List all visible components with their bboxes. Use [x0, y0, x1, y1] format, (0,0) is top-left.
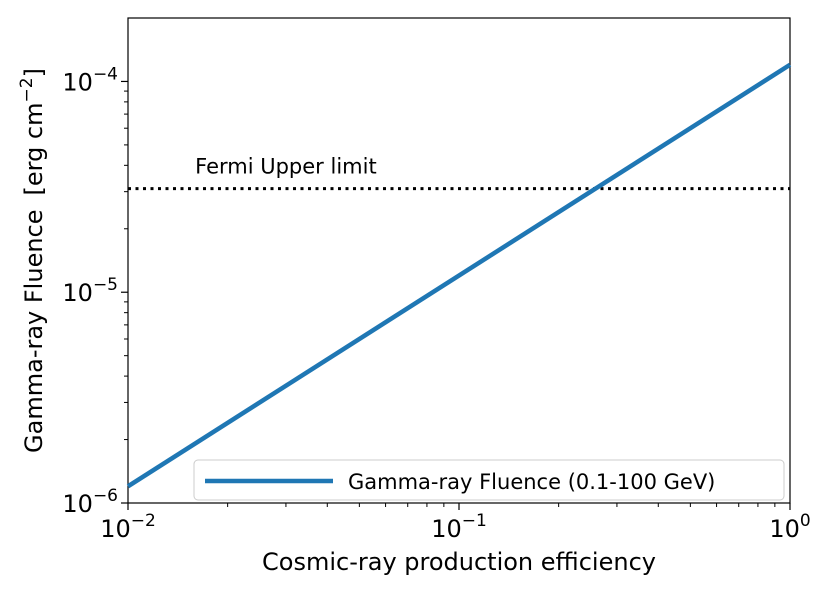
y-axis-label-unit-prefix: [erg cm: [20, 102, 48, 195]
legend-label: Gamma-ray Fluence (0.1-100 GeV): [348, 470, 715, 494]
legend-box: [193, 459, 785, 501]
x-tick-label: 10−1: [431, 511, 487, 543]
y-axis-label-unit-exponent: −2: [17, 77, 37, 102]
y-tick-label: 10−5: [62, 275, 118, 307]
x-tick-label: 100: [769, 511, 810, 543]
plot-frame: [127, 17, 791, 504]
minor-ticks: [124, 90, 776, 507]
legend: Gamma-ray Fluence (0.1-100 GeV): [193, 459, 785, 501]
major-ticks: 10−2 10−1 100 10−6 10−5 10−4: [62, 64, 810, 543]
fermi-upper-limit-label: Fermi Upper limit: [195, 155, 377, 179]
reference-lines: Fermi Upper limit: [128, 155, 790, 191]
y-tick-label: 10−6: [62, 486, 118, 518]
x-tick-label: 10−2: [100, 511, 156, 543]
y-axis-label: Gamma-ray Fluence [erg cm−2]: [17, 68, 48, 453]
series-line: [126, 62, 792, 489]
series-lines: [126, 62, 792, 489]
y-axis-label-main: Gamma-ray Fluence: [20, 209, 48, 452]
y-tick-label: 10−4: [62, 64, 118, 96]
y-axis-label-unit-suffix: ]: [20, 68, 48, 77]
x-axis-label: Cosmic-ray production efficiency: [262, 548, 656, 576]
